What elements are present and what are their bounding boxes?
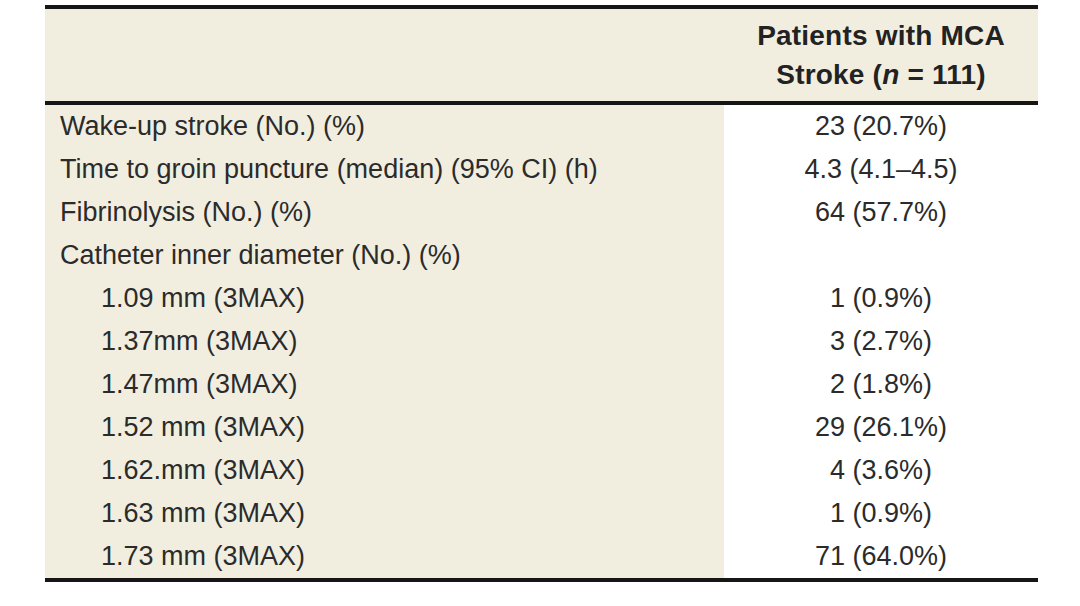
column-header-line2: Stroke (n = 111) — [724, 55, 1038, 94]
row-value: 4 (3.6%) — [724, 449, 1038, 492]
row-label: Wake-up stroke (No.) (%) — [45, 105, 724, 148]
table-row: Fibrinolysis (No.) (%) 64 (57.7%) — [45, 191, 1038, 234]
table-row: Time to groin puncture (median) (95% CI)… — [45, 148, 1038, 191]
table-header-row: Patients with MCA Stroke (n = 111) — [45, 9, 1038, 105]
row-value: 71 (64.0%) — [724, 535, 1038, 578]
table-row: Wake-up stroke (No.) (%) 23 (20.7%) — [45, 105, 1038, 148]
row-value: 1 (0.9%) — [724, 492, 1038, 535]
row-value: 3 (2.7%) — [724, 320, 1038, 363]
table-row: 1.37mm (3MAX) 3 (2.7%) — [45, 320, 1038, 363]
column-header-line1: Patients with MCA — [724, 16, 1038, 55]
table-row: 1.62.mm (3MAX) 4 (3.6%) — [45, 449, 1038, 492]
row-label: 1.47mm (3MAX) — [45, 363, 724, 406]
table-row: 1.73 mm (3MAX) 71 (64.0%) — [45, 535, 1038, 578]
row-value: 1 (0.9%) — [724, 277, 1038, 320]
table-row: 1.52 mm (3MAX) 29 (26.1%) — [45, 406, 1038, 449]
row-value: 64 (57.7%) — [724, 191, 1038, 234]
row-label: Time to groin puncture (median) (95% CI)… — [45, 148, 724, 191]
italic-n: n — [882, 59, 899, 90]
table-body: Wake-up stroke (No.) (%) 23 (20.7%) Time… — [45, 105, 1038, 578]
row-label: Fibrinolysis (No.) (%) — [45, 191, 724, 234]
table-row: Catheter inner diameter (No.) (%) — [45, 234, 1038, 277]
row-value: 4.3 (4.1–4.5) — [724, 148, 1038, 191]
column-header: Patients with MCA Stroke (n = 111) — [724, 9, 1038, 101]
row-label: 1.73 mm (3MAX) — [45, 535, 724, 578]
row-label: 1.62.mm (3MAX) — [45, 449, 724, 492]
table-row: 1.09 mm (3MAX) 1 (0.9%) — [45, 277, 1038, 320]
row-value: 29 (26.1%) — [724, 406, 1038, 449]
header-empty-cell — [45, 9, 724, 101]
row-label: 1.09 mm (3MAX) — [45, 277, 724, 320]
row-label: 1.52 mm (3MAX) — [45, 406, 724, 449]
row-value — [724, 234, 1038, 277]
row-label: 1.63 mm (3MAX) — [45, 492, 724, 535]
row-label: 1.37mm (3MAX) — [45, 320, 724, 363]
row-label: Catheter inner diameter (No.) (%) — [45, 234, 724, 277]
table-row: 1.47mm (3MAX) 2 (1.8%) — [45, 363, 1038, 406]
table-row: 1.63 mm (3MAX) 1 (0.9%) — [45, 492, 1038, 535]
row-value: 23 (20.7%) — [724, 105, 1038, 148]
row-value: 2 (1.8%) — [724, 363, 1038, 406]
patient-characteristics-table: Patients with MCA Stroke (n = 111) Wake-… — [45, 5, 1038, 582]
